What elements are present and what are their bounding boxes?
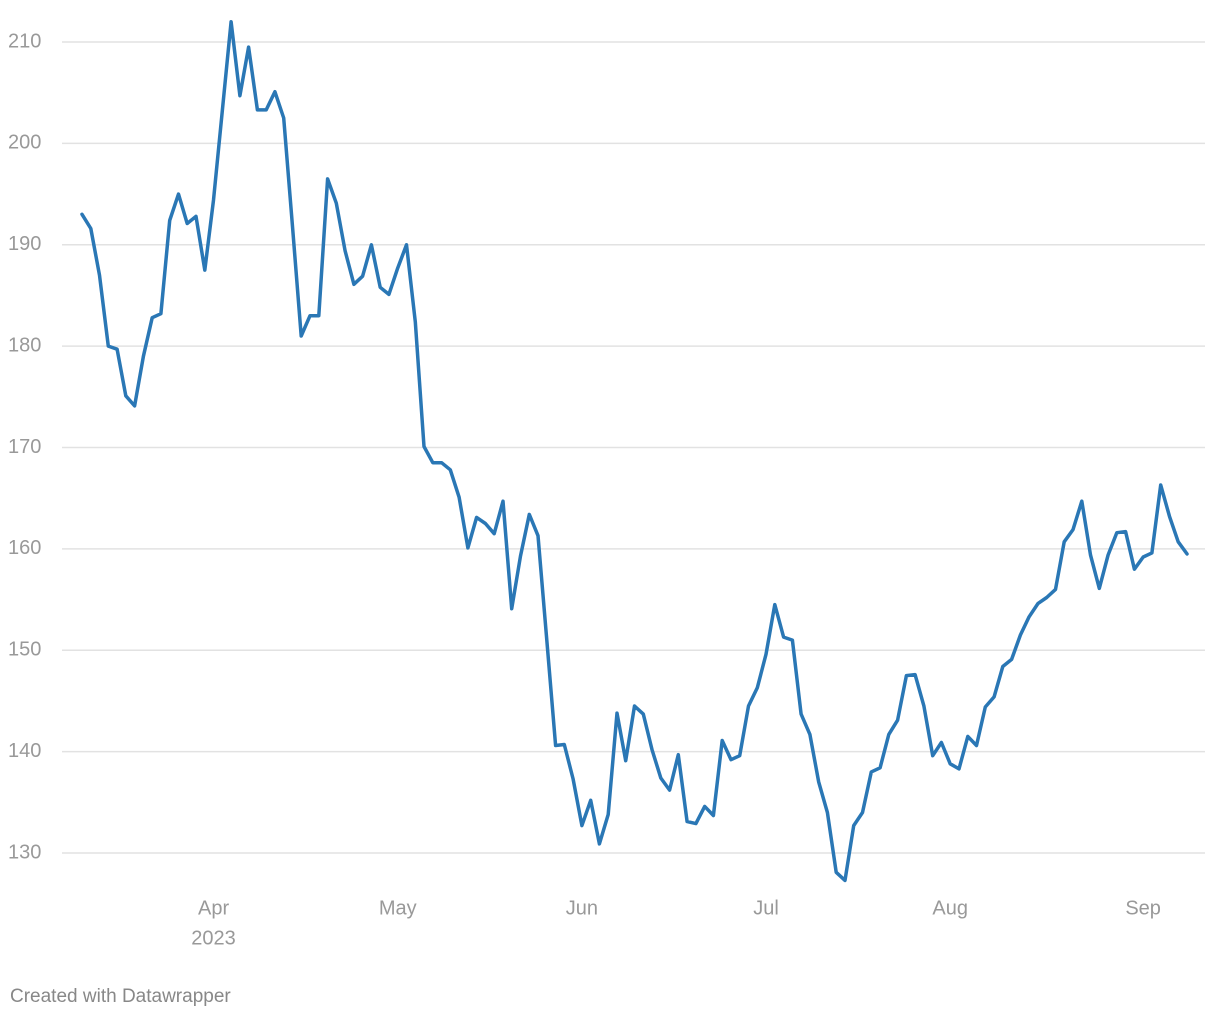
line — [80, 19, 1189, 883]
x-tick-label: May — [379, 897, 417, 919]
y-tick-label: 170 — [8, 436, 41, 458]
x-tick-label: Jun — [566, 897, 598, 919]
x-year-label: 2023 — [191, 927, 236, 949]
x-tick-label: Jul — [753, 897, 779, 919]
y-tick-label: 130 — [8, 841, 41, 863]
y-tick-label: 160 — [8, 537, 41, 559]
x-tick-label: Sep — [1125, 897, 1161, 919]
x-tick-label: Aug — [932, 897, 968, 919]
y-tick-label: 150 — [8, 639, 41, 661]
y-tick-label: 140 — [8, 740, 41, 762]
y-tick-label: 210 — [8, 30, 41, 52]
y-tick-label: 200 — [8, 132, 41, 154]
x-tick-label: Apr — [198, 897, 229, 919]
y-tick-label: 180 — [8, 334, 41, 356]
y-tick-label: 190 — [8, 233, 41, 255]
credit: Created with Datawrapper — [10, 986, 231, 1007]
